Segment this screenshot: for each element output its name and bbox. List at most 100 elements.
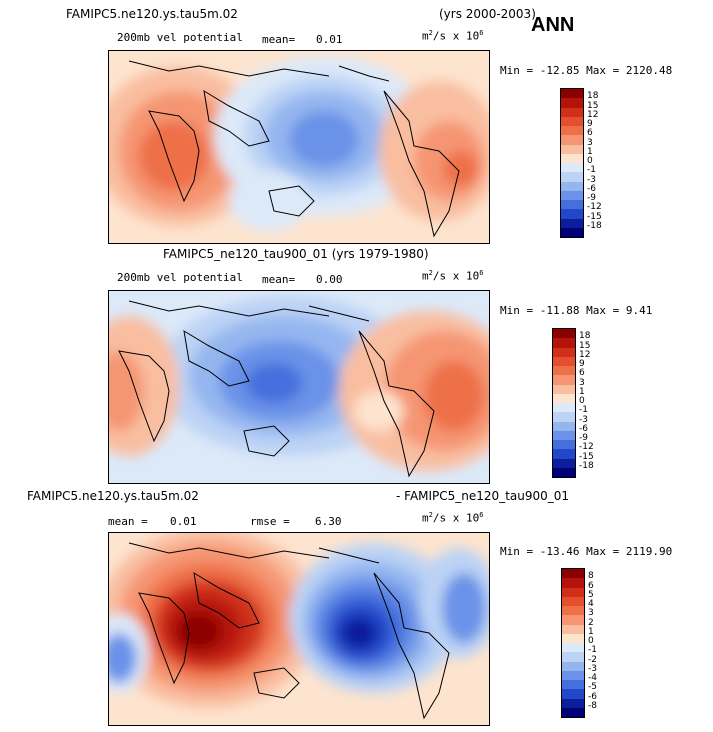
panel1-field	[109, 51, 489, 243]
colorbar-swatch	[562, 606, 584, 616]
colorbar-swatch	[553, 458, 575, 468]
colorbar-swatch	[561, 116, 583, 126]
panel2-mean-value: 0.00	[316, 273, 343, 286]
panel3-field	[109, 533, 489, 725]
panel2-mean-label: mean=	[262, 273, 296, 286]
colorbar-swatch	[561, 135, 583, 145]
colorbar-swatch	[562, 698, 584, 708]
panel1-case-title: FAMIPC5.ne120.ys.tau5m.02	[66, 7, 238, 21]
colorbar-swatch	[553, 384, 575, 394]
panel3-rmse-value: 6.30	[315, 515, 342, 528]
colorbar-level-label: -6	[579, 423, 588, 434]
panel1-mean-label: mean=	[262, 33, 296, 46]
colorbar-level-label: 9	[587, 119, 593, 129]
colorbar-swatch	[561, 144, 583, 154]
colorbar-level-label: 18	[587, 91, 599, 102]
colorbar-swatch	[561, 227, 583, 237]
colorbar-level-label: 2	[588, 617, 594, 628]
colorbar-swatch	[553, 347, 575, 357]
colorbar-level-label: -15	[587, 211, 602, 222]
colorbar-level-label: -3	[579, 414, 588, 425]
panel3-mean-value: 0.01	[170, 515, 197, 528]
panel1-units: m2/s x 106	[422, 29, 484, 43]
colorbar-level-label: 1	[579, 386, 585, 397]
colorbar-level-label: 6	[579, 368, 585, 379]
panel3-mean-label: mean =	[108, 515, 148, 528]
colorbar-swatch	[562, 624, 584, 634]
panel3-map	[108, 532, 490, 726]
panel3-rmse-label: rmse =	[250, 515, 290, 528]
panel1-colorbar	[560, 88, 584, 238]
colorbar-level-label: 8	[588, 571, 594, 582]
colorbar-swatch	[562, 643, 584, 653]
panel1-variable: 200mb vel potential	[117, 31, 243, 44]
colorbar-swatch	[562, 596, 584, 606]
colorbar-level-label: -1	[587, 165, 596, 176]
colorbar-level-label: -3	[588, 663, 597, 674]
colorbar-level-label: -9	[587, 193, 596, 203]
colorbar-level-label: -18	[579, 460, 594, 471]
colorbar-level-label: 15	[587, 100, 599, 111]
colorbar-swatch	[561, 181, 583, 191]
colorbar-level-label: -2	[588, 654, 597, 665]
panel2-variable: 200mb vel potential	[117, 271, 243, 284]
colorbar-swatch	[562, 587, 584, 597]
colorbar-swatch	[553, 356, 575, 366]
colorbar-level-label: 0	[588, 636, 594, 646]
colorbar-swatch	[561, 107, 583, 117]
colorbar-level-label: -1	[588, 645, 597, 656]
colorbar-level-label: 9	[579, 359, 585, 369]
colorbar-swatch	[561, 200, 583, 210]
colorbar-swatch	[553, 449, 575, 459]
panel2-coastlines	[118, 300, 435, 478]
colorbar-swatch	[553, 412, 575, 422]
colorbar-swatch	[553, 421, 575, 431]
colorbar-swatch	[562, 707, 584, 717]
panel1-min-max: Min = -12.85 Max = 2120.48	[500, 64, 673, 77]
colorbar-level-label: -3	[587, 174, 596, 185]
panel2-field	[109, 291, 489, 483]
colorbar-level-label: 4	[588, 599, 594, 609]
panel3-case-title: FAMIPC5.ne120.ys.tau5m.02	[27, 489, 199, 503]
colorbar-level-label: 5	[588, 589, 594, 600]
colorbar-level-label: -6	[587, 183, 596, 194]
colorbar-level-label: -12	[587, 202, 602, 213]
panel2-units: m2/s x 106	[422, 269, 484, 283]
colorbar-level-label: -8	[588, 700, 597, 711]
colorbar-level-label: -9	[579, 433, 588, 443]
colorbar-level-label: 3	[579, 377, 585, 388]
colorbar-level-label: 0	[587, 156, 593, 166]
colorbar-level-label: 6	[588, 580, 594, 591]
colorbar-swatch	[561, 209, 583, 219]
colorbar-swatch	[562, 689, 584, 699]
colorbar-swatch	[561, 172, 583, 182]
colorbar-swatch	[553, 338, 575, 348]
panel1-coastlines	[128, 60, 460, 238]
colorbar-level-label: -18	[587, 220, 602, 231]
colorbar-level-label: 12	[579, 349, 591, 360]
colorbar-level-label: 3	[588, 608, 594, 619]
colorbar-level-label: 0	[579, 396, 585, 406]
colorbar-swatch	[562, 661, 584, 671]
panel3-colorbar	[561, 568, 585, 718]
panel1-mean-value: 0.01	[316, 33, 343, 46]
panel3-case-title-right: - FAMIPC5_ne120_tau900_01	[396, 489, 570, 503]
colorbar-swatch	[562, 633, 584, 643]
panel3-units: m2/s x 106	[422, 511, 484, 525]
colorbar-swatch	[553, 393, 575, 403]
colorbar-swatch	[562, 652, 584, 662]
colorbar-level-label: 12	[587, 109, 599, 120]
colorbar-level-label: 1	[588, 626, 594, 637]
panel2-colorbar	[552, 328, 576, 478]
colorbar-level-label: 15	[579, 340, 591, 351]
colorbar-swatch	[561, 153, 583, 163]
colorbar-swatch	[561, 163, 583, 173]
colorbar-level-label: 3	[587, 137, 593, 148]
panel3-coastlines	[128, 542, 450, 720]
colorbar-level-label: 1	[587, 146, 593, 157]
colorbar-level-label: -5	[588, 682, 597, 693]
colorbar-swatch	[553, 467, 575, 477]
colorbar-swatch	[553, 403, 575, 413]
colorbar-swatch	[561, 98, 583, 108]
season-label: ANN	[531, 14, 575, 36]
